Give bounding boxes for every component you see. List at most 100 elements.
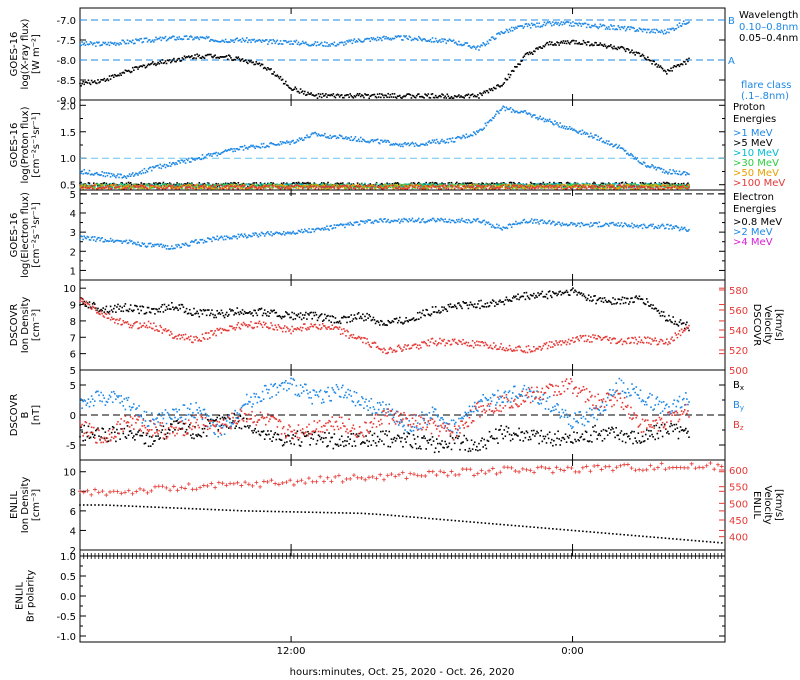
data-point	[349, 93, 351, 95]
data-point	[358, 223, 361, 226]
data-point	[169, 187, 172, 189]
data-point	[385, 94, 387, 97]
data-point	[374, 219, 377, 222]
data-point	[211, 55, 213, 58]
data-point	[358, 140, 361, 143]
data-point	[590, 132, 592, 135]
data-point	[482, 92, 484, 94]
data-point	[550, 187, 553, 189]
data-point	[688, 186, 690, 189]
data-point	[159, 184, 162, 186]
data-point	[179, 38, 182, 40]
data-point	[387, 36, 389, 39]
data-point	[515, 183, 517, 186]
data-point	[206, 187, 209, 190]
data-point	[685, 23, 687, 25]
data-point	[256, 234, 259, 237]
data-point	[281, 78, 284, 81]
data-point	[309, 185, 311, 188]
data-point	[422, 96, 424, 98]
data-point	[185, 158, 188, 160]
data-point	[373, 93, 376, 96]
data-point	[101, 236, 103, 239]
data-point	[207, 185, 210, 187]
data-point	[639, 182, 642, 184]
data-point	[638, 187, 641, 190]
data-point	[418, 217, 420, 220]
data-point	[128, 40, 131, 42]
data-point	[202, 185, 205, 188]
data-point	[658, 188, 661, 190]
data-point	[518, 111, 520, 114]
data-point	[465, 186, 468, 188]
data-point	[413, 96, 416, 98]
data-point	[361, 220, 363, 222]
data-point	[371, 184, 374, 187]
data-point	[186, 244, 189, 247]
data-point	[337, 94, 340, 96]
data-point	[512, 185, 515, 187]
data-point	[573, 184, 575, 187]
data-point	[185, 186, 188, 188]
data-point	[366, 94, 368, 96]
data-point	[565, 182, 568, 184]
data-point	[643, 57, 646, 59]
data-point	[573, 128, 575, 131]
data-point	[381, 219, 383, 222]
data-point	[347, 182, 349, 185]
data-point	[431, 139, 434, 141]
data-point	[377, 221, 380, 223]
data-point	[184, 242, 187, 245]
data-point	[607, 184, 610, 187]
data-point	[182, 161, 185, 163]
data-point	[402, 220, 404, 223]
data-point	[338, 187, 341, 189]
data-point	[264, 187, 267, 189]
data-point	[426, 144, 429, 146]
data-point	[661, 188, 664, 190]
data-point	[369, 184, 372, 187]
data-point	[442, 185, 444, 188]
data-point	[358, 185, 361, 187]
data-point	[82, 173, 84, 175]
data-point	[297, 184, 300, 186]
data-point	[557, 41, 559, 44]
data-point	[257, 63, 260, 65]
data-point	[305, 184, 307, 187]
data-point	[585, 187, 588, 190]
data-point	[143, 184, 146, 187]
data-point	[445, 97, 448, 99]
data-point	[469, 182, 472, 184]
data-point	[683, 61, 686, 63]
data-point	[567, 21, 570, 24]
data-point	[329, 134, 331, 137]
data-point	[465, 42, 468, 44]
data-point	[252, 61, 254, 64]
data-point	[604, 28, 607, 30]
data-point	[496, 182, 498, 184]
data-point	[311, 132, 313, 135]
data-point	[568, 43, 571, 45]
data-point	[209, 187, 211, 189]
data-point	[214, 185, 216, 188]
data-point	[110, 184, 113, 186]
data-point	[241, 187, 244, 190]
data-point	[605, 140, 608, 142]
data-point	[560, 21, 563, 23]
data-point	[117, 173, 119, 175]
data-point	[253, 184, 255, 186]
data-point	[330, 137, 332, 140]
data-point	[571, 40, 573, 42]
data-point	[262, 67, 265, 70]
data-point	[407, 187, 410, 189]
data-point	[353, 38, 356, 40]
data-point	[629, 154, 631, 157]
data-point	[576, 22, 578, 25]
data-point	[83, 183, 86, 186]
data-point	[685, 184, 687, 187]
data-point	[407, 38, 410, 41]
data-point	[238, 148, 241, 151]
data-point	[554, 120, 556, 122]
data-point	[382, 186, 384, 188]
data-point	[657, 185, 660, 187]
